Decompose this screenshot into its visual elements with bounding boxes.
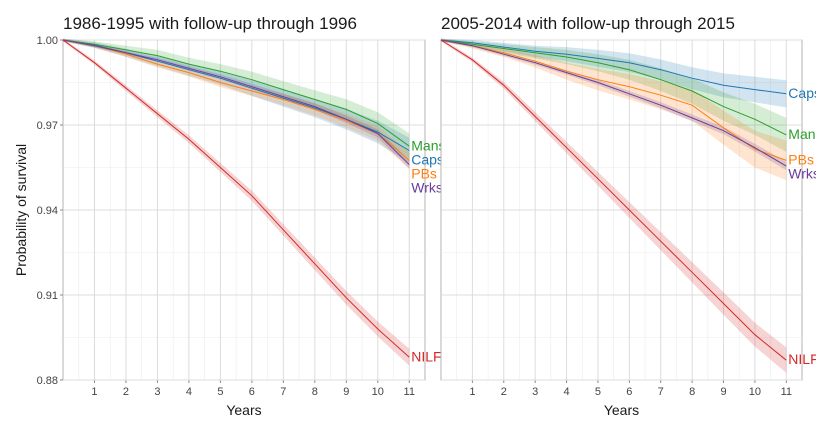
- series-label-mans: Mans: [411, 137, 445, 153]
- series-line-pbs: [62, 39, 410, 161]
- y-tick-label: 0.94: [37, 205, 58, 217]
- series-line-wrks: [440, 39, 787, 167]
- x-tick-label: 6: [626, 386, 632, 398]
- series-line-wrks: [62, 39, 410, 166]
- y-axis-title: Probability of survival: [13, 144, 29, 276]
- series-label-caps: Caps: [788, 85, 816, 101]
- x-tick-label: 11: [781, 386, 792, 398]
- ci-band-caps: [441, 38, 787, 108]
- series-line-mans: [62, 39, 410, 147]
- x-tick-label: 6: [249, 386, 255, 398]
- panel-title: 1986-1995 with follow-up through 1996: [63, 14, 357, 33]
- x-tick-label: 9: [343, 386, 349, 398]
- series-line-mans: [440, 39, 787, 136]
- series-line-nilfs: [440, 39, 787, 361]
- x-tick-label: 3: [154, 386, 160, 398]
- x-tick-label: 7: [658, 386, 664, 398]
- x-tick-label: 7: [280, 386, 286, 398]
- x-tick-label: 8: [689, 386, 695, 398]
- x-tick-label: 1: [469, 386, 475, 398]
- x-tick-label: 5: [595, 386, 601, 398]
- x-tick-label: 10: [749, 386, 761, 398]
- x-tick-label: 5: [217, 386, 223, 398]
- x-axis-title: Years: [226, 402, 261, 418]
- series-label-wrks: Wrks: [788, 165, 816, 181]
- chart-panel-1: 1 2 3 4 5 6 7 8 9 10 11 0.88 0.91 0.94 0.97 1.00 MansCap…: [37, 14, 449, 418]
- y-tick-label: 0.88: [37, 375, 58, 387]
- x-tick-label: 2: [123, 386, 129, 398]
- series-label-nilfs: NILFs: [411, 348, 448, 364]
- series-label-pbs: PBs: [788, 151, 814, 167]
- x-tick-label: 1: [91, 386, 97, 398]
- series-line-pbs: [440, 39, 787, 161]
- x-tick-label: 4: [564, 386, 570, 398]
- series-label-mans: Mans: [788, 126, 816, 142]
- x-tick-label: 8: [312, 386, 318, 398]
- ci-band-nilfs: [441, 38, 787, 373]
- x-axis-title: Years: [604, 402, 639, 418]
- panel-title: 2005-2014 with follow-up through 2015: [441, 14, 735, 33]
- x-tick-label: 10: [372, 386, 384, 398]
- y-tick-label: 1.00: [37, 35, 58, 47]
- x-tick-label: 4: [186, 386, 192, 398]
- ci-band-mans: [63, 38, 410, 159]
- y-tick-label: 0.97: [37, 120, 58, 132]
- x-tick-label: 9: [720, 386, 726, 398]
- series-label-pbs: PBs: [411, 165, 437, 181]
- series-label-nilfs: NILFs: [788, 351, 816, 367]
- ci-band-mans: [441, 38, 787, 152]
- ci-band-pbs: [441, 38, 787, 181]
- x-tick-label: 11: [404, 386, 415, 398]
- series-line-nilfs: [62, 39, 410, 358]
- x-tick-label: 2: [501, 386, 507, 398]
- y-tick-label: 0.91: [37, 290, 58, 302]
- ci-band-nilfs: [63, 38, 410, 366]
- series-label-wrks: Wrks: [411, 179, 443, 195]
- series-line-caps: [440, 39, 787, 95]
- series-label-caps: Caps: [411, 151, 444, 167]
- x-tick-label: 3: [532, 386, 538, 398]
